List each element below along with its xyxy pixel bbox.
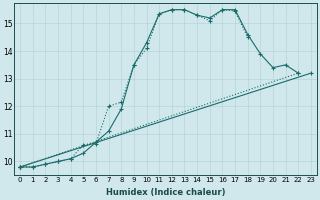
X-axis label: Humidex (Indice chaleur): Humidex (Indice chaleur) bbox=[106, 188, 225, 197]
